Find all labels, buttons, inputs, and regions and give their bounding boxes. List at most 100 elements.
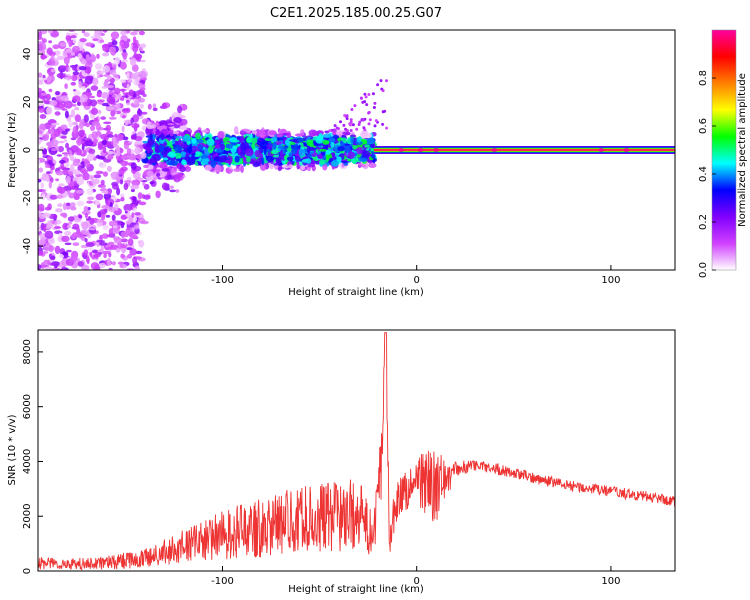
colorbar-tick-label: 0.2 — [698, 214, 709, 230]
spectrogram-blob — [56, 55, 65, 61]
spectrogram-blob — [46, 222, 52, 228]
colorbar-tick-label: 0.0 — [698, 262, 709, 278]
spectrogram-blob — [355, 127, 359, 131]
snr-series-line — [38, 332, 675, 571]
spectrogram-blob — [48, 40, 52, 44]
spectrogram-blob — [119, 264, 124, 268]
spectrogram-blob — [99, 209, 107, 215]
spectrogram-blob — [77, 165, 82, 172]
spectrogram-blob — [152, 107, 158, 112]
spectrogram-blob — [180, 143, 188, 149]
spectrogram-blob — [58, 232, 62, 238]
spectrogram-blob — [78, 129, 85, 138]
spectrogram-panel: -100 0 100 -40 -20 0 20 40 Height of straight … — [7, 29, 676, 298]
spectrogram-blob — [38, 250, 44, 256]
spectrogram-blob — [245, 142, 249, 147]
spectrogram-blob — [261, 157, 265, 166]
spectrogram-blob — [63, 139, 68, 143]
spectrogram-blob — [50, 139, 59, 147]
spectrogram-blob — [62, 212, 68, 219]
spectrogram-blob — [294, 155, 301, 162]
spectrogram-blob — [290, 143, 299, 151]
spectrogram-blob — [120, 221, 125, 229]
spectrogram-blob — [263, 149, 267, 156]
spectrogram-blob — [81, 265, 90, 270]
spectrogram-blob — [120, 196, 125, 202]
spectrogram-blob — [106, 131, 113, 136]
spectrogram-blob — [121, 52, 128, 56]
spectrogram-blob — [84, 238, 88, 243]
spectrogram-blob — [160, 133, 165, 141]
spectrogram-blob — [173, 174, 181, 178]
spectrogram-blob — [98, 109, 102, 115]
spectrogram-blob — [246, 136, 252, 142]
spectrogram-blob — [123, 203, 132, 212]
spectrogram-blob — [67, 75, 73, 80]
spectrogram-blob — [64, 110, 69, 119]
spectrogram-blob — [328, 129, 332, 133]
spectrogram-blob — [162, 102, 167, 109]
spectrogram-blob — [169, 189, 176, 193]
spectrogram-blob — [374, 119, 378, 123]
spectrogram-blob — [134, 146, 141, 155]
spectrogram-blob — [92, 249, 98, 254]
spectrogram-blob — [120, 214, 128, 220]
chart-title: C2E1.2025.185.00.25.G07 — [270, 6, 442, 21]
spectrogram-blob — [356, 136, 362, 143]
spectrogram-blob — [291, 148, 299, 155]
spectrogram-blob — [101, 205, 110, 209]
spectrogram-blob — [318, 148, 327, 152]
spectrogram-blob — [102, 224, 109, 231]
spectrogram-blob — [85, 54, 90, 60]
spectrogram-blob — [56, 194, 64, 199]
spectrogram-blob — [68, 170, 74, 176]
spectrogram-blob — [305, 158, 312, 164]
spectrogram-blob — [91, 131, 98, 139]
spectrogram-y-tick-label: 40 — [22, 48, 33, 61]
spectrogram-blob — [58, 159, 66, 164]
spectrogram-blob — [39, 114, 47, 119]
spectrogram-blob — [112, 135, 116, 144]
spectrogram-blob — [101, 250, 111, 255]
spectrogram-blob — [225, 159, 233, 163]
spectrogram-blob — [288, 152, 293, 158]
spectrogram-blob — [371, 92, 375, 96]
spectrogram-blob — [246, 156, 251, 163]
spectrogram-blob — [306, 145, 311, 154]
carrier-peak — [398, 148, 405, 152]
spectrogram-blob — [77, 232, 84, 239]
spectrogram-blob — [233, 126, 239, 135]
spectrogram-blob — [349, 129, 353, 132]
spectrogram-blob — [319, 159, 326, 165]
spectrogram-blob — [93, 30, 102, 38]
spectrogram-blob — [48, 88, 53, 93]
spectrogram-blob — [60, 135, 67, 139]
spectrogram-blob — [367, 93, 371, 96]
spectrogram-blob — [162, 157, 169, 161]
spectrogram-blob — [47, 237, 55, 245]
spectrogram-blob — [149, 133, 153, 140]
spectrogram-blob — [111, 40, 118, 46]
spectrogram-blob — [64, 242, 72, 246]
spectrogram-blob — [145, 127, 153, 136]
spectrogram-blob — [38, 138, 42, 145]
spectrogram-blob — [43, 224, 47, 233]
snr-x-tick-label: 100 — [601, 576, 620, 587]
spectrogram-blob — [244, 148, 254, 157]
spectrogram-blob — [108, 267, 113, 270]
spectrogram-blob — [96, 75, 101, 79]
spectrogram-blob — [167, 123, 175, 126]
spectrogram-blob — [237, 147, 241, 153]
spectrogram-blob — [128, 89, 134, 97]
spectrogram-blob — [350, 108, 354, 111]
spectrogram-blob — [76, 148, 82, 156]
spectrogram-blob — [381, 122, 385, 126]
spectrogram-x-ticks: -100 0 100 — [211, 265, 620, 286]
spectrogram-blob — [99, 74, 103, 78]
spectrogram-blob — [62, 202, 67, 211]
spectrogram-blob — [121, 95, 129, 98]
colorbar-tick-label: 0.6 — [698, 118, 709, 134]
spectrogram-blob — [79, 94, 88, 103]
spectrogram-blob — [119, 97, 125, 101]
spectrogram-blob — [86, 187, 94, 196]
